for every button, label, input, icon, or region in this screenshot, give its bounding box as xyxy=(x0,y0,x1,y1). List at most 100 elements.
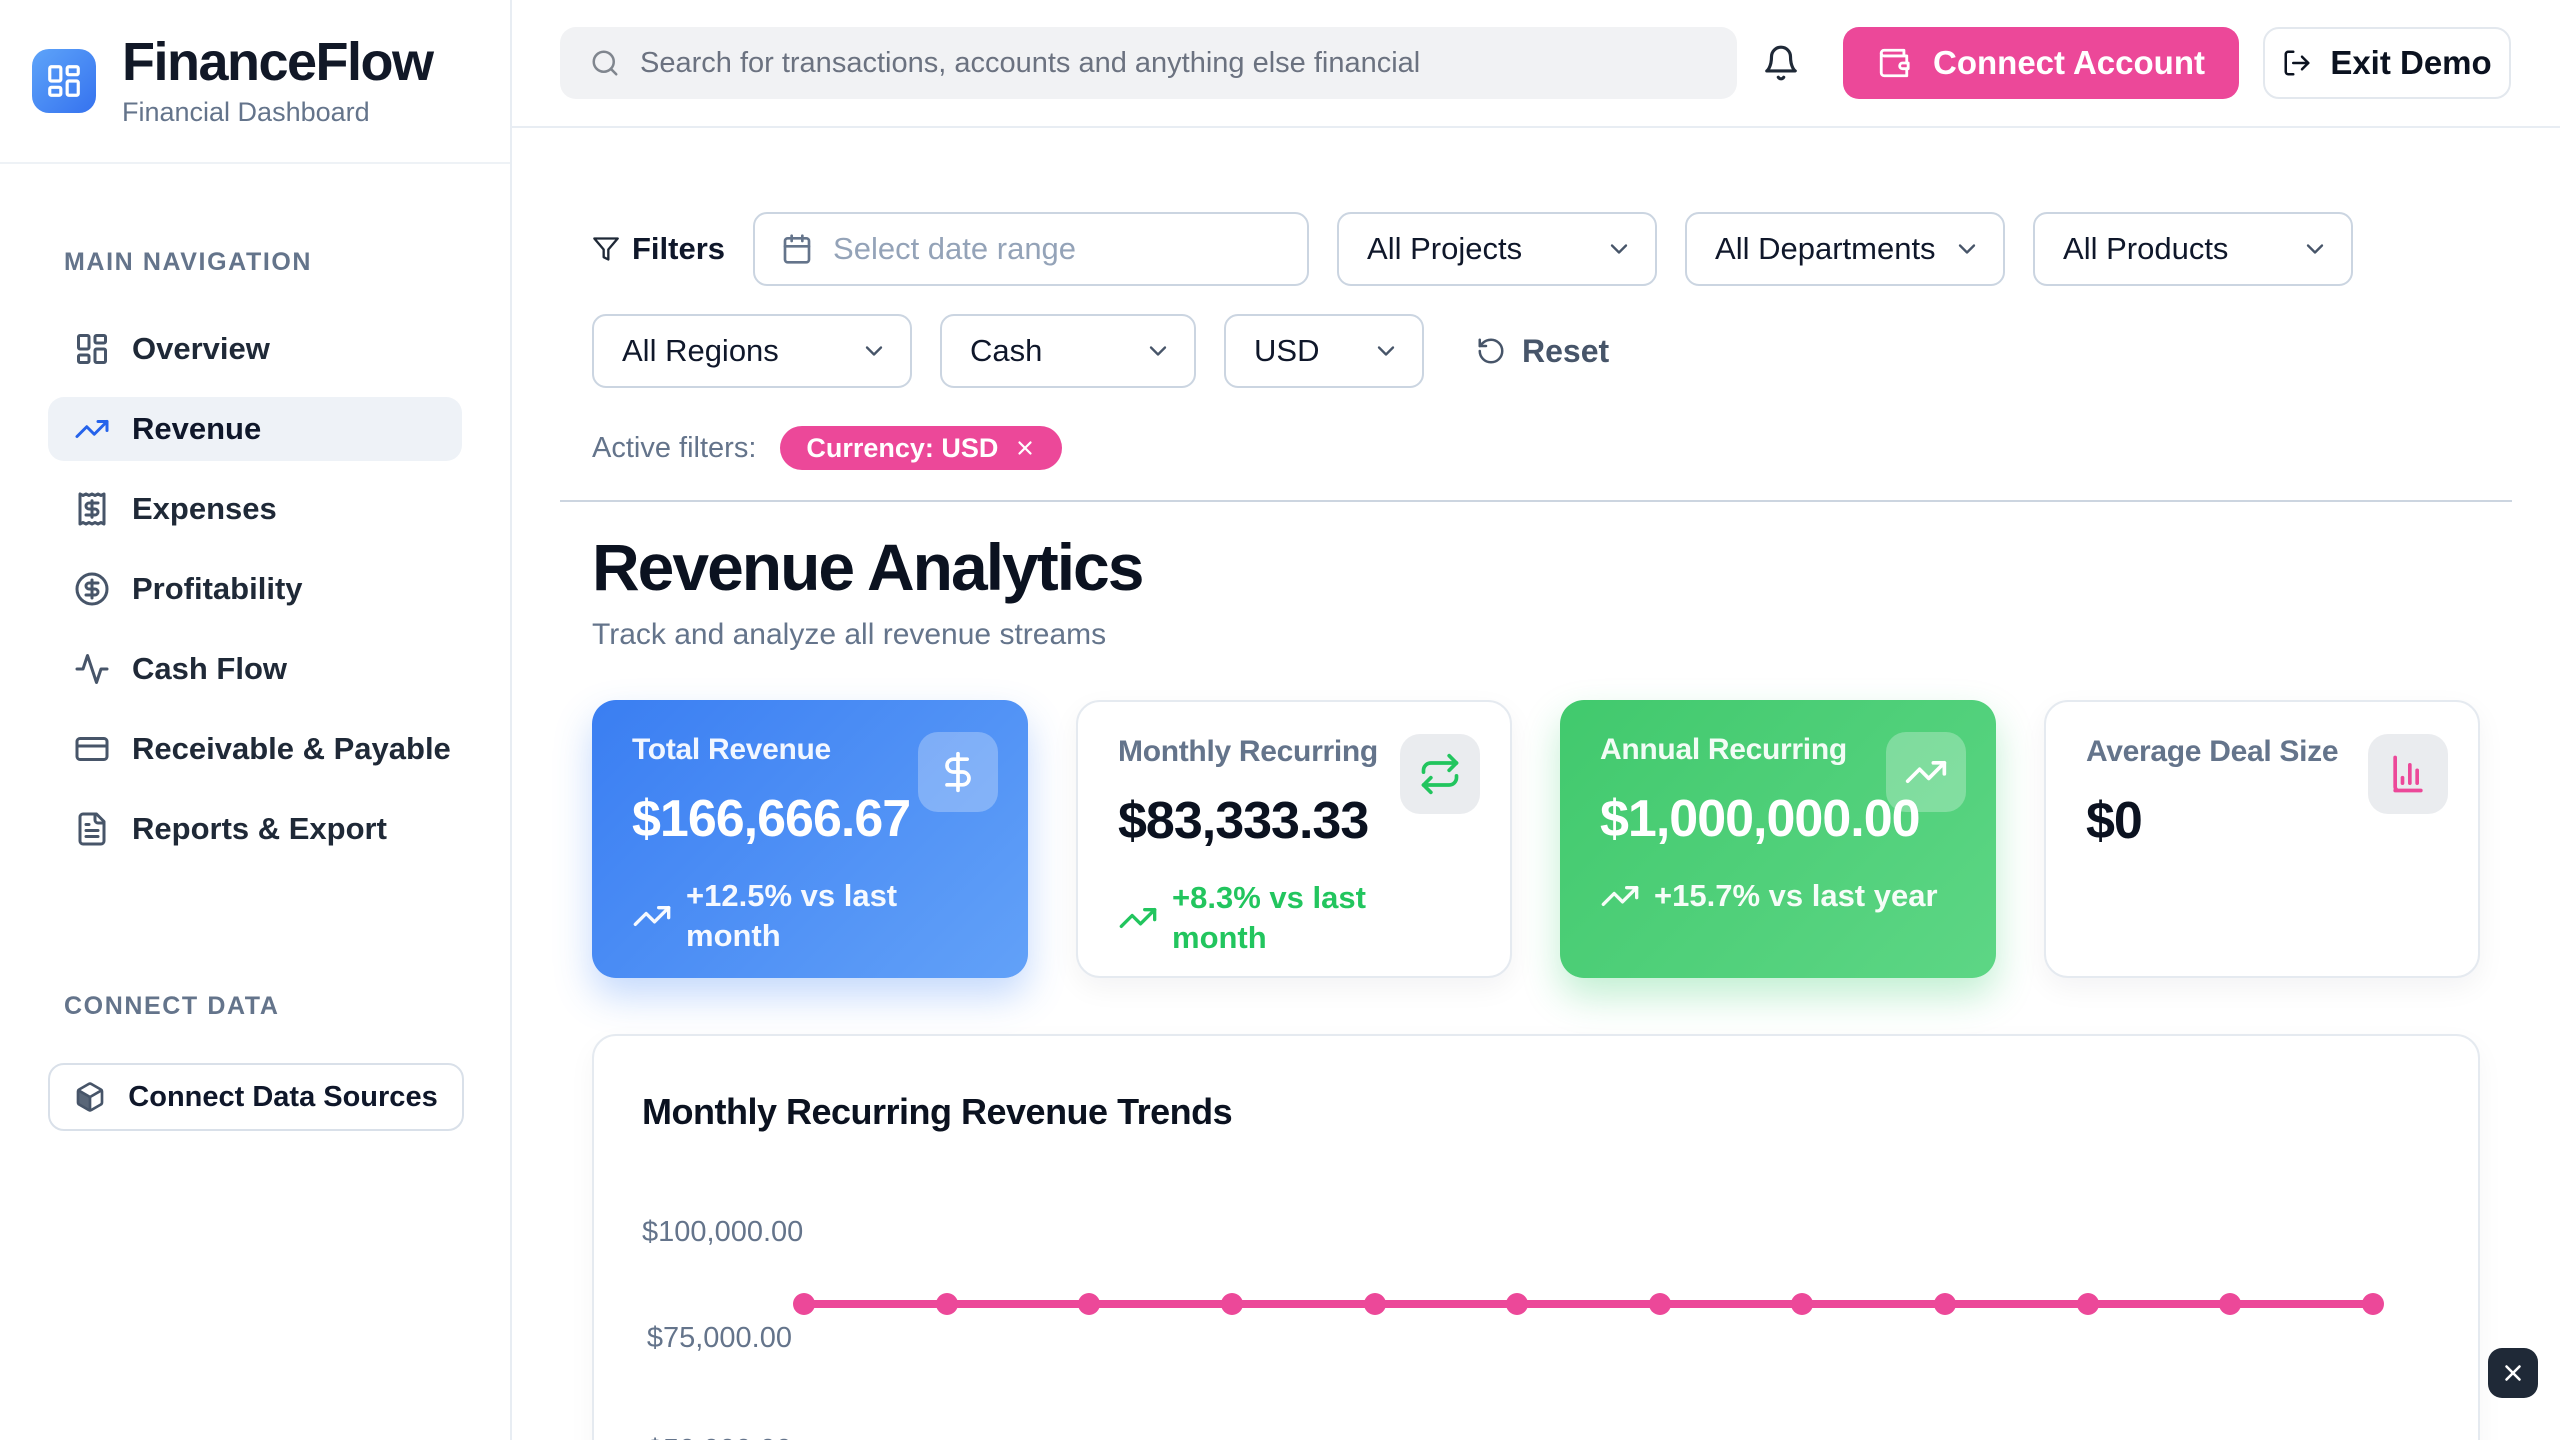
sidebar-section-connect-label: CONNECT DATA xyxy=(64,992,280,1020)
filters-row-1: Filters Select date range All Projects A… xyxy=(592,212,2480,286)
receipt-icon xyxy=(78,492,106,526)
regions-select-value: All Regions xyxy=(622,333,779,368)
kpi-title: Total Revenue xyxy=(632,733,831,766)
date-range-placeholder: Select date range xyxy=(833,231,1077,266)
y-axis-label: $50,000.00 xyxy=(642,1430,792,1440)
kpi-value: $1,000,000.00 xyxy=(1600,790,1921,848)
kpi-card-annual-recurring: Annual Recurring $1,000,000.00 +15.7% vs… xyxy=(1560,700,1996,978)
departments-select-value: All Departments xyxy=(1715,231,1936,266)
chevron-down-icon xyxy=(2306,244,2324,254)
departments-select[interactable]: All Departments xyxy=(1685,212,2006,286)
app-name: FinanceFlow xyxy=(122,31,434,92)
chart-point xyxy=(2219,1293,2242,1315)
kpi-trend: +8.3% vs last month xyxy=(1118,878,1453,958)
kpi-trend: +15.7% vs last year xyxy=(1600,876,1960,916)
filters-label-text: Filters xyxy=(632,231,726,266)
sidebar-item-overview[interactable]: Overview xyxy=(48,317,462,381)
chart-point xyxy=(793,1293,815,1315)
sidebar-item-receivable-payable[interactable]: Receivable & Payable xyxy=(48,717,462,781)
y-axis-label: $75,000.00 xyxy=(646,1322,792,1354)
credit-card-icon xyxy=(75,737,109,761)
chevron-down-icon xyxy=(1958,244,1976,254)
main-area: Connect Account Exit Demo Filters xyxy=(512,0,2560,1440)
sidebar-item-revenue[interactable]: Revenue xyxy=(48,397,462,461)
currency-chip-label: Currency: USD xyxy=(806,432,999,463)
chevron-down-icon xyxy=(865,346,883,356)
exit-demo-label: Exit Demo xyxy=(2330,44,2492,81)
chevron-down-icon xyxy=(1149,346,1167,356)
reset-label: Reset xyxy=(1522,332,1610,369)
filters-label: Filters xyxy=(592,231,725,267)
products-select-value: All Products xyxy=(2063,231,2229,266)
kpi-title: Annual Recurring xyxy=(1600,733,1847,766)
trending-up-icon xyxy=(75,420,109,438)
close-icon xyxy=(1018,441,1033,455)
sidebar-item-profitability[interactable]: Profitability xyxy=(48,557,462,621)
page-title: Revenue Analytics xyxy=(592,530,1144,604)
sidebar-item-label: Expenses xyxy=(132,491,277,526)
kpi-card-total-revenue: Total Revenue $166,666.67 +12.5% vs last… xyxy=(592,700,1028,978)
accounting-basis-value: Cash xyxy=(970,333,1043,368)
currency-select-value: USD xyxy=(1254,333,1320,368)
wallet-icon xyxy=(1879,48,1910,78)
search-icon xyxy=(592,50,618,76)
chart-point xyxy=(935,1293,958,1315)
sidebar-item-label: Receivable & Payable xyxy=(132,731,451,766)
accounting-basis-select[interactable]: Cash xyxy=(940,314,1196,388)
connect-account-label: Connect Account xyxy=(1933,44,2205,81)
regions-select[interactable]: All Regions xyxy=(592,314,912,388)
sidebar: FinanceFlow Financial Dashboard MAIN NAV… xyxy=(0,0,512,1440)
chart-point xyxy=(1791,1293,1814,1315)
filters-row-2: All Regions Cash USD Reset xyxy=(592,314,2480,388)
chevron-down-icon xyxy=(1610,244,1628,254)
kpi-value: $0 xyxy=(2086,792,2143,850)
trending-up-icon xyxy=(1119,908,1157,928)
search-input[interactable] xyxy=(640,46,1700,80)
sidebar-item-cash-flow[interactable]: Cash Flow xyxy=(48,637,462,701)
connect-data-sources-button[interactable]: Connect Data Sources xyxy=(48,1063,464,1131)
sidebar-item-label: Profitability xyxy=(132,571,303,606)
app-logo-icon xyxy=(32,49,96,113)
kpi-card-average-deal-size: Average Deal Size $0 xyxy=(2044,700,2480,978)
reset-filters-button[interactable]: Reset xyxy=(1476,333,1609,370)
kpi-title: Monthly Recurring xyxy=(1118,735,1378,768)
trending-up-icon xyxy=(1601,886,1639,906)
currency-select[interactable]: USD xyxy=(1224,314,1424,388)
kpi-trend: +12.5% vs last month xyxy=(632,876,967,956)
exit-demo-button[interactable]: Exit Demo xyxy=(2263,27,2511,99)
sidebar-item-label: Overview xyxy=(132,331,270,366)
currency-filter-chip[interactable]: Currency: USD xyxy=(780,426,1063,470)
activity-icon xyxy=(75,654,109,684)
projects-select[interactable]: All Projects xyxy=(1337,212,1658,286)
search-bar[interactable] xyxy=(560,27,1737,99)
sidebar-item-reports-export[interactable]: Reports & Export xyxy=(48,797,462,861)
page-subtitle: Track and analyze all revenue streams xyxy=(592,618,1107,651)
kpi-card-monthly-recurring: Monthly Recurring $83,333.33 +8.3% vs la… xyxy=(1076,700,1512,978)
calendar-icon xyxy=(783,234,811,264)
chart-point xyxy=(1934,1293,1957,1315)
notifications-button[interactable] xyxy=(1757,27,1805,99)
chart-point xyxy=(1506,1293,1529,1315)
app-tagline: Financial Dashboard xyxy=(122,97,370,128)
kpi-trend-text: +8.3% vs last month xyxy=(1172,880,1366,955)
y-axis-label: $100,000.00 xyxy=(642,1216,804,1248)
repeat-icon xyxy=(1421,753,1459,795)
connect-account-button[interactable]: Connect Account xyxy=(1843,27,2239,99)
chart-column-icon xyxy=(2393,755,2423,793)
layout-dashboard-icon xyxy=(77,334,107,364)
kpi-value: $166,666.67 xyxy=(632,790,911,848)
products-select[interactable]: All Products xyxy=(2033,212,2354,286)
projects-select-value: All Projects xyxy=(1367,231,1523,266)
chart-point xyxy=(1078,1293,1101,1315)
active-filters-row: Active filters: Currency: USD xyxy=(592,426,2480,470)
close-widget-button[interactable] xyxy=(2488,1348,2538,1398)
circle-dollar-icon xyxy=(75,572,109,606)
kpi-value: $83,333.33 xyxy=(1118,792,1369,850)
sidebar-item-expenses[interactable]: Expenses xyxy=(48,477,462,541)
sidebar-item-label: Reports & Export xyxy=(132,811,387,846)
bell-icon xyxy=(1765,45,1797,81)
filters-section: Filters Select date range All Projects A… xyxy=(560,128,2512,502)
kpi-icon-tile xyxy=(2368,734,2448,814)
sidebar-item-label: Cash Flow xyxy=(132,651,288,686)
date-range-input[interactable]: Select date range xyxy=(753,212,1310,286)
